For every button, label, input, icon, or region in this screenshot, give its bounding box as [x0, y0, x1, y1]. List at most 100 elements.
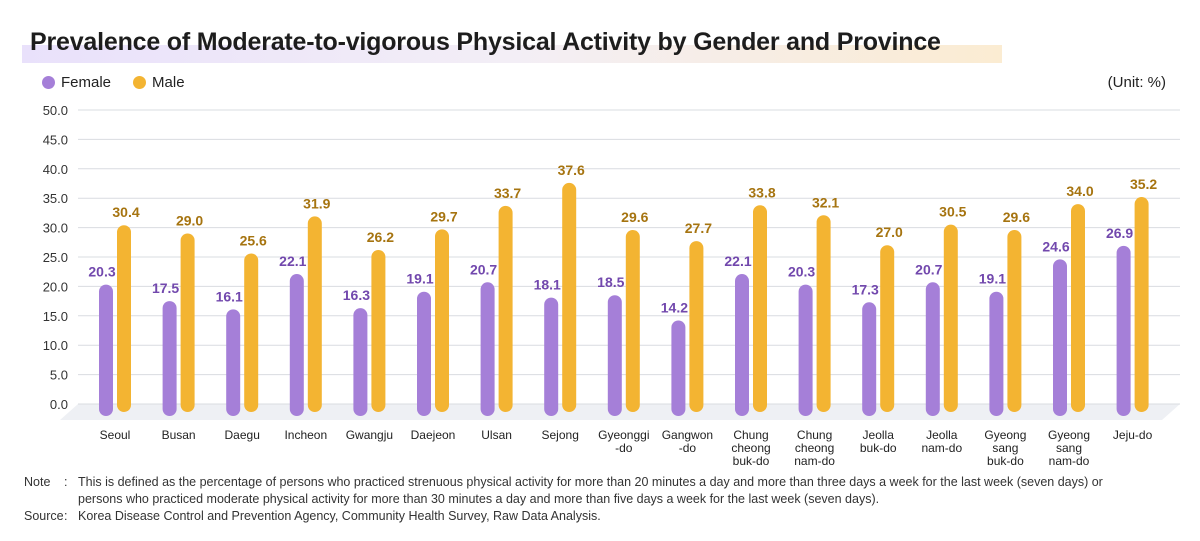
x-tick-label-line: Seoul [100, 428, 131, 442]
x-tick-label: Chung cheong nam-do [794, 428, 835, 468]
x-tick-label-line: Gyeong [1048, 428, 1090, 442]
data-label-female: 18.1 [534, 277, 561, 293]
bar-female [925, 282, 940, 416]
x-tick-label-line: sang [1056, 441, 1082, 455]
data-label-male: 29.6 [1003, 209, 1030, 225]
bar-female [99, 284, 113, 416]
data-label-female: 20.7 [915, 261, 942, 277]
note-line-2: persons who practiced moderate physical … [78, 492, 880, 506]
data-label-male: 33.8 [748, 184, 775, 200]
data-label-female: 19.1 [406, 271, 433, 287]
data-label-female: 20.7 [470, 261, 497, 277]
x-tick-label: Jeolla nam-do [921, 428, 962, 455]
bar-male [1007, 229, 1022, 412]
note-line-1: This is defined as the percentage of per… [78, 475, 1103, 489]
source-separator: : [64, 509, 68, 523]
x-tick-label: Chung cheong buk-do [731, 428, 770, 468]
data-label-male: 35.2 [1130, 176, 1157, 192]
data-label-male: 32.1 [812, 194, 839, 210]
bar-male [625, 229, 640, 412]
y-tick-label: 15.0 [43, 309, 68, 324]
data-label-female: 24.6 [1042, 238, 1069, 254]
data-label-male: 29.0 [176, 212, 203, 228]
y-tick-label: 0.0 [50, 397, 68, 412]
x-tick-label: Jeolla buk-do [860, 428, 897, 455]
x-tick-label: Daegu [225, 428, 260, 442]
bar-male [435, 229, 449, 412]
data-label-female: 19.1 [979, 271, 1006, 287]
bar-female [226, 309, 241, 416]
x-tick-label-line: Jeolla [863, 428, 895, 442]
data-label-male: 34.0 [1066, 183, 1093, 199]
x-tick-label: Daejeon [411, 428, 456, 442]
data-label-male: 27.0 [876, 224, 903, 240]
y-tick-label: 10.0 [43, 338, 68, 353]
data-label-male: 27.7 [685, 220, 712, 236]
y-tick-label: 50.0 [43, 103, 68, 118]
x-tick-label-line: Daejeon [411, 428, 456, 442]
data-label-male: 30.4 [112, 204, 139, 220]
bar-male [307, 216, 322, 412]
y-tick-label: 25.0 [43, 250, 68, 265]
x-tick-label-line: Sejong [542, 428, 579, 442]
x-tick-label-line: Gyeong [984, 428, 1026, 442]
bar-male [117, 225, 131, 412]
legend-item-male: Male [133, 74, 185, 91]
bar-chart: 0.0 5.0 10.0 15.0 20.0 25.0 30.0 35.0 40.0 45.0 50… [43, 103, 1180, 468]
x-tick-label-line: Gwangju [346, 428, 393, 442]
bar-female [798, 284, 813, 416]
y-tick-label: 20.0 [43, 279, 68, 294]
x-tick-label-line: Daegu [225, 428, 260, 442]
legend-swatch-female [42, 76, 55, 89]
bar-male [1071, 204, 1085, 412]
legend-label-male: Male [152, 74, 185, 91]
data-label-female: 26.9 [1106, 225, 1133, 241]
bar-female [162, 301, 177, 416]
bar-female [671, 320, 686, 416]
bar-female [480, 282, 495, 416]
x-tick-label-line: -do [615, 441, 633, 455]
title-highlight [22, 45, 1002, 63]
bar-female [544, 297, 559, 416]
x-tick-label: Incheon [284, 428, 327, 442]
x-tick-label: Ulsan [481, 428, 512, 442]
bar-male [816, 215, 831, 412]
x-tick-label-line: nam-do [794, 454, 835, 468]
bar-male [371, 249, 386, 412]
bar-male [943, 224, 958, 412]
x-tick-label: Gyeonggi -do [598, 428, 649, 455]
data-label-female: 16.1 [216, 288, 243, 304]
x-tick-label-line: sang [992, 441, 1018, 455]
bar-female [607, 295, 622, 416]
bar-male [562, 182, 577, 412]
x-tick-label-line: Ulsan [481, 428, 512, 442]
y-tick-label: 5.0 [50, 368, 68, 383]
legend: Female Male [42, 74, 207, 91]
data-label-female: 22.1 [279, 253, 306, 269]
x-tick-label-line: nam-do [1049, 454, 1090, 468]
source-row: Source : Korea Disease Control and Preve… [24, 508, 1188, 525]
x-tick-label-line: -do [679, 441, 697, 455]
x-tick-label: Gangwon -do [662, 428, 713, 455]
bar-female [417, 291, 431, 416]
bar-male [689, 241, 704, 412]
data-label-female: 22.1 [724, 253, 751, 269]
x-tick-label-line: cheong [795, 441, 834, 455]
data-label-female: 16.3 [343, 287, 370, 303]
data-label-female: 17.5 [152, 280, 179, 296]
x-tick-label-line: buk-do [733, 454, 770, 468]
x-tick-label-line: Gyeonggi [598, 428, 649, 442]
x-tick-label: Gyeong sang nam-do [1048, 428, 1090, 468]
x-tick-label-line: nam-do [921, 441, 962, 455]
data-label-female: 20.3 [88, 264, 115, 280]
bar-male [880, 245, 895, 412]
legend-label-female: Female [61, 74, 112, 91]
note-row: Note : This is defined as the percentage… [24, 474, 1188, 508]
x-tick-label: Busan [162, 428, 196, 442]
data-label-female: 14.2 [661, 300, 688, 316]
x-tick-label-line: Chung [733, 428, 768, 442]
x-tick-label-line: buk-do [987, 454, 1024, 468]
chart-title: Prevalence of Moderate-to-vigorous Physi… [30, 28, 941, 56]
legend-item-female: Female [42, 74, 111, 91]
note-label: Note [24, 475, 51, 489]
